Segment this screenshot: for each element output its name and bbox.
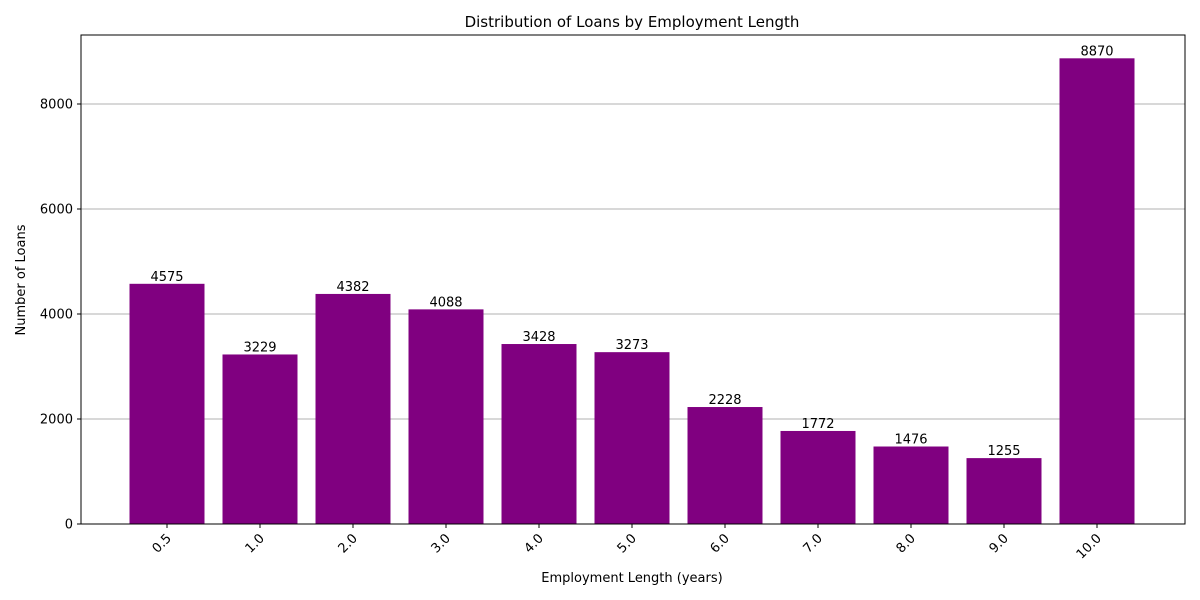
bar-value-label: 2228 xyxy=(708,393,741,408)
bar-value-label: 8870 xyxy=(1080,44,1113,59)
bar-10-0 xyxy=(1059,58,1135,524)
bar-value-label: 4575 xyxy=(150,270,183,285)
y-tick-label: 6000 xyxy=(40,202,73,217)
y-tick-label: 8000 xyxy=(40,97,73,112)
bar-value-label: 3273 xyxy=(615,338,648,353)
y-tick-label: 2000 xyxy=(40,412,73,427)
plot-frame xyxy=(80,34,1186,525)
bar-4-0 xyxy=(501,344,577,524)
bar-0-5 xyxy=(129,283,205,524)
data-labels: 4575 3229 4382 4088 3428 3273 2228 1772 1476 1255… xyxy=(150,44,1113,459)
bars xyxy=(129,58,1135,524)
bar-value-label: 1255 xyxy=(987,444,1020,459)
x-axis-ticks: 0.5 1.0 2.0 3.0 4.0 5.0 6.0 7.0 8.0 9.0 10.0 xyxy=(150,524,1105,562)
y-axis-title: Number of Loans xyxy=(14,224,29,335)
bar-2-0 xyxy=(315,293,391,524)
x-tick-label: 6.0 xyxy=(708,531,733,556)
bar-3-0 xyxy=(408,309,484,524)
chart-title: Distribution of Loans by Employment Leng… xyxy=(465,13,800,31)
bar-7-0 xyxy=(780,430,856,524)
x-tick-label: 3.0 xyxy=(429,531,454,556)
bar-1-0 xyxy=(222,354,298,524)
x-tick-label: 1.0 xyxy=(243,531,268,556)
x-tick-label: 10.0 xyxy=(1074,531,1105,562)
bar-value-label: 3428 xyxy=(522,330,555,345)
x-tick-label: 0.5 xyxy=(150,531,175,556)
y-axis-ticks: 0 2000 4000 6000 8000 xyxy=(40,97,81,533)
bar-9-0 xyxy=(966,458,1042,524)
bar-value-label: 3229 xyxy=(243,340,276,355)
bar-value-label: 1772 xyxy=(801,417,834,432)
bar-6-0 xyxy=(687,407,763,524)
x-tick-label: 5.0 xyxy=(615,531,640,556)
bar-value-label: 4382 xyxy=(336,280,369,295)
y-tick-label: 4000 xyxy=(40,307,73,322)
x-tick-label: 8.0 xyxy=(894,531,919,556)
x-axis-title: Employment Length (years) xyxy=(541,571,722,586)
bar-value-label: 4088 xyxy=(429,295,462,310)
x-tick-label: 7.0 xyxy=(801,531,826,556)
y-tick-label: 0 xyxy=(65,518,73,533)
bar-8-0 xyxy=(873,446,949,524)
x-tick-label: 9.0 xyxy=(987,531,1012,556)
x-tick-label: 4.0 xyxy=(522,531,547,556)
x-tick-label: 2.0 xyxy=(336,531,361,556)
bar-value-label: 1476 xyxy=(894,433,927,448)
bar-5-0 xyxy=(594,352,670,524)
